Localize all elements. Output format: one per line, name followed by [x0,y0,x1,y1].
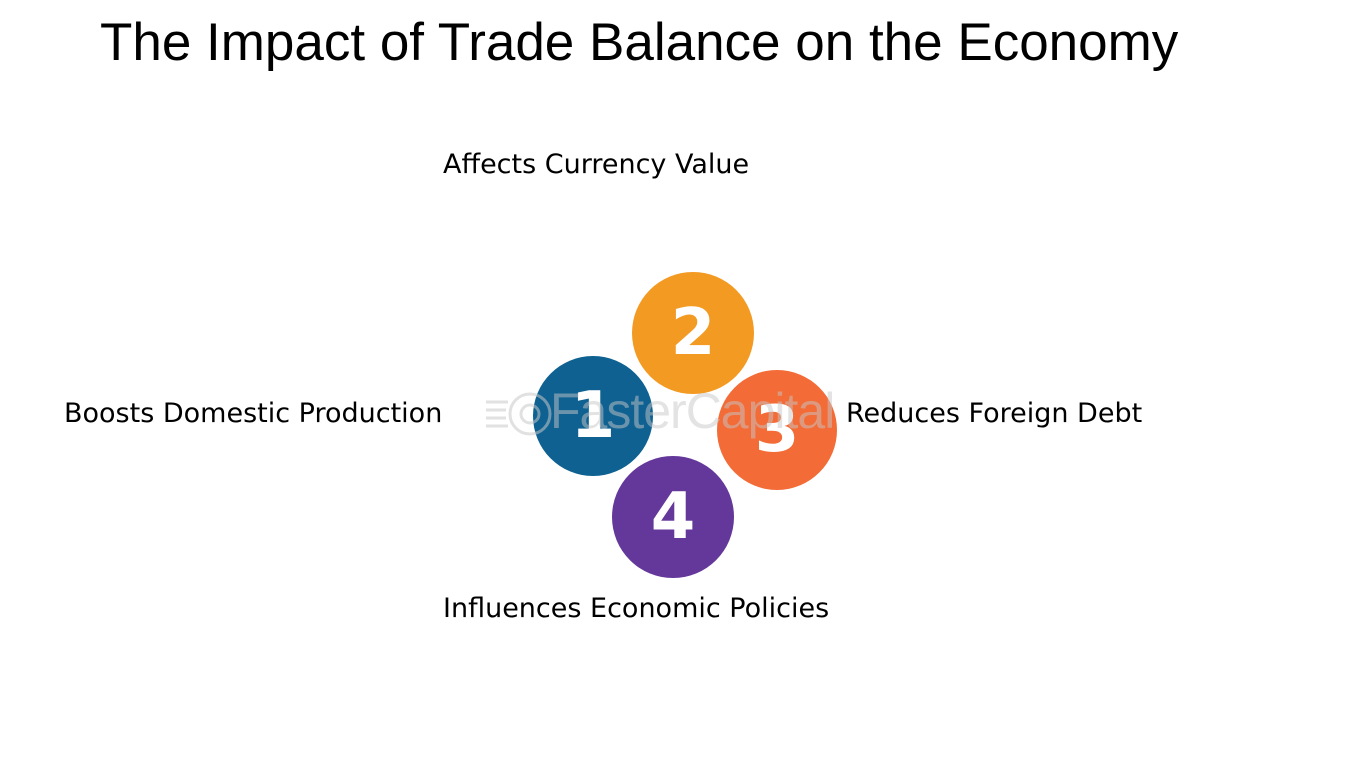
step-number-1: 1 [570,379,616,453]
step-number-2: 2 [670,296,716,370]
step-number-4: 4 [650,480,696,554]
item-label-4: Influences Economic Policies [443,593,830,624]
step-circle-2: 2 [632,272,754,394]
item-label-3: Reduces Foreign Debt [846,398,1143,429]
step-circle-4: 4 [612,456,734,578]
item-label-1: Boosts Domestic Production [64,398,443,429]
page-title: The Impact of Trade Balance on the Econo… [100,13,1179,72]
step-circle-3: 3 [717,370,837,490]
step-number-3: 3 [754,393,800,467]
step-circle-1: 1 [533,356,653,476]
item-label-2: Affects Currency Value [443,149,750,180]
